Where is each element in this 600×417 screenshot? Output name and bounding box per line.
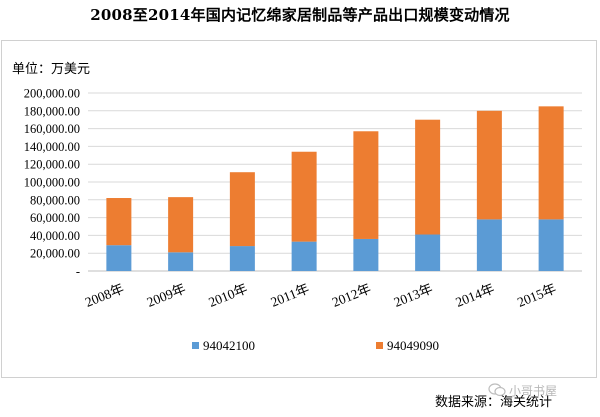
- chart-title: 2008至2014年国内记忆绵家居制品等产品出口规模变动情况: [90, 6, 510, 24]
- bar-94042100-6: [476, 219, 502, 271]
- x-tick-label: 2013年: [392, 281, 435, 310]
- y-tick-label: -: [76, 265, 80, 279]
- watermark-text: 小哥书屋: [509, 384, 558, 398]
- bars: [106, 106, 564, 271]
- y-tick-label: 160,000.00: [24, 122, 80, 136]
- bar-94049090-7: [538, 106, 564, 220]
- x-tick-label: 2009年: [145, 281, 188, 310]
- wechat-icon: [488, 383, 506, 397]
- x-tick-label: 2012年: [330, 281, 373, 310]
- y-tick-label: 180,000.00: [24, 104, 80, 118]
- y-tick-label: 20,000.00: [30, 247, 80, 261]
- y-tick-label: 200,000.00: [24, 87, 80, 101]
- y-tick-label: 140,000.00: [24, 140, 80, 154]
- bar-94042100-4: [353, 238, 379, 271]
- legend-swatch: [192, 342, 199, 349]
- legend: 94042100 94049090: [192, 338, 439, 353]
- legend-label: 94042100: [203, 338, 255, 353]
- y-tick-label: 120,000.00: [24, 158, 80, 172]
- y-tick-label: 100,000.00: [24, 176, 80, 190]
- bar-94049090-2: [229, 172, 255, 247]
- x-tick-label: 2010年: [206, 281, 249, 310]
- y-axis-ticks: - 20,000.00 40,000.00 60,000.00 80,000.00 100…: [24, 87, 80, 279]
- bar-94042100-1: [168, 252, 194, 271]
- bar-94042100-3: [291, 241, 317, 271]
- gridlines: [88, 92, 582, 272]
- unit-label: 单位：万美元: [12, 62, 91, 77]
- x-tick-label: 2015年: [515, 281, 558, 310]
- bar-94042100-7: [538, 219, 564, 271]
- y-tick-label: 80,000.00: [30, 193, 80, 207]
- x-axis-ticks: 2008年 2009年 2010年 2011年 2012年 2013年 2014年 2015年: [83, 281, 558, 310]
- source-note: 数据来源：海关统计: [435, 395, 553, 410]
- bar-94049090-4: [353, 131, 379, 239]
- y-tick-label: 60,000.00: [30, 211, 80, 225]
- bar-94042100-2: [229, 246, 255, 271]
- legend-label: 94049090: [387, 338, 439, 353]
- bar-94049090-5: [415, 119, 441, 235]
- bar-94049090-6: [476, 110, 502, 220]
- bar-94049090-3: [291, 151, 317, 242]
- legend-swatch: [376, 342, 383, 349]
- bar-94042100-5: [415, 234, 441, 271]
- x-tick-label: 2008年: [83, 281, 126, 310]
- x-tick-label: 2011年: [269, 281, 312, 310]
- bar-94042100-0: [106, 245, 132, 271]
- x-tick-label: 2014年: [453, 281, 496, 310]
- y-tick-label: 40,000.00: [30, 229, 80, 243]
- bar-94049090-1: [168, 197, 194, 253]
- bar-94049090-0: [106, 198, 132, 246]
